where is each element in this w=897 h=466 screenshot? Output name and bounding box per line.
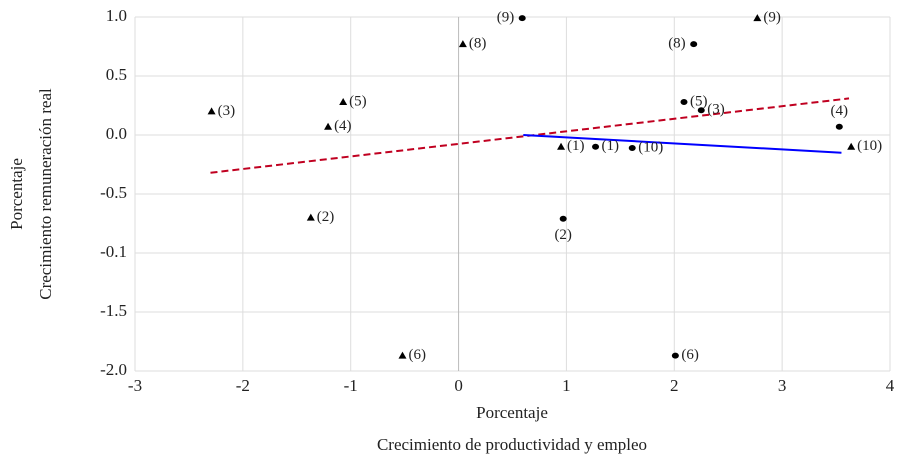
point-label: (6)	[408, 347, 426, 363]
y-axis-label: Porcentaje	[7, 158, 26, 230]
point-label: (1)	[567, 138, 585, 154]
point-label: (5)	[349, 93, 367, 109]
trend-line	[523, 134, 842, 154]
point-label: (5)	[690, 93, 708, 109]
y-tick-label: -1.5	[100, 301, 127, 320]
x-tick-label: 0	[454, 376, 463, 395]
circle-marker	[628, 144, 636, 151]
y-tick-label: -2.0	[100, 360, 127, 379]
point-label: (10)	[638, 139, 663, 155]
circle-marker	[559, 215, 567, 222]
x-tick-label: -1	[344, 376, 358, 395]
triangle-marker	[753, 14, 762, 22]
circle-marker	[592, 143, 600, 150]
triangle-marker	[324, 122, 333, 130]
x-axis-label: Porcentaje	[476, 403, 548, 422]
circle-marker	[518, 15, 526, 22]
y-tick-label: -0.1	[100, 242, 127, 261]
point-label: (8)	[668, 36, 686, 52]
circle-marker	[690, 41, 698, 48]
point-label: (2)	[554, 227, 572, 243]
x-tick-label: 3	[778, 376, 787, 395]
point-label: (4)	[334, 118, 352, 134]
point-label: (9)	[763, 10, 781, 26]
x-tick-label: 2	[670, 376, 679, 395]
circle-marker	[671, 352, 679, 359]
x-tick-label: 4	[886, 376, 895, 395]
y-tick-label: 0.0	[106, 124, 127, 143]
circle-marker	[835, 123, 843, 130]
point-label: (8)	[469, 36, 487, 52]
triangle-marker	[557, 142, 566, 150]
triangle-marker	[339, 97, 348, 105]
y-tick-label: 1.0	[106, 6, 127, 25]
triangle-marker	[306, 213, 315, 221]
point-label: (2)	[317, 209, 335, 225]
point-label: (9)	[497, 10, 515, 26]
point-label: (4)	[831, 103, 849, 119]
y-axis-label: Crecimiento remuneración real	[36, 88, 55, 300]
point-label: (1)	[602, 138, 620, 154]
circle-marker	[697, 107, 705, 114]
point-label: (3)	[707, 102, 725, 118]
x-tick-label: 1	[562, 376, 571, 395]
point-label: (10)	[857, 138, 882, 154]
y-tick-label: 0.5	[106, 65, 127, 84]
triangle-marker	[458, 40, 467, 48]
circle-marker	[680, 98, 688, 105]
triangle-marker	[398, 351, 407, 359]
triangle-marker	[207, 107, 216, 115]
x-tick-label: -3	[128, 376, 142, 395]
x-axis-label: Crecimiento de productividad y empleo	[377, 435, 647, 454]
point-label: (3)	[218, 103, 236, 119]
triangle-marker	[847, 142, 856, 150]
x-tick-label: -2	[236, 376, 250, 395]
point-label: (6)	[681, 347, 699, 363]
y-tick-label: -0.5	[100, 183, 127, 202]
